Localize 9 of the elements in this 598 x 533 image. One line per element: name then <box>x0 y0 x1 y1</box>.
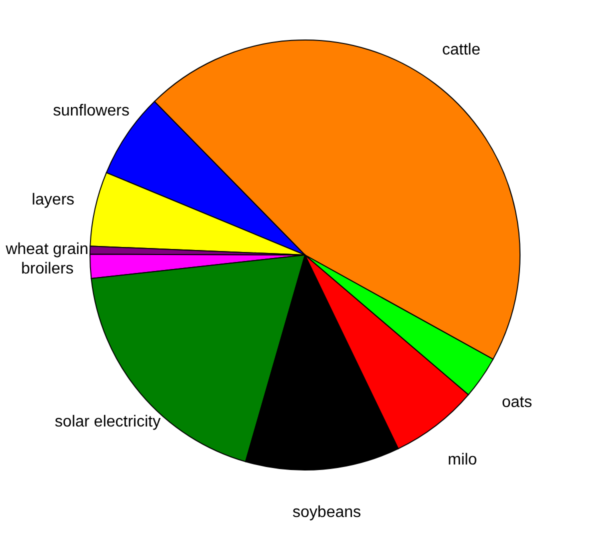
slice-label: layers <box>32 191 74 208</box>
slice-label: soybeans <box>292 504 362 522</box>
slice-label: wheat grain <box>4 241 88 258</box>
slice-label: milo <box>448 451 478 468</box>
slice-label: cattle <box>442 42 480 59</box>
slice-label: solar electricity <box>54 413 161 430</box>
slice-label: oats <box>502 394 532 412</box>
slice-label: sunflowers <box>52 102 130 120</box>
slice-label: broilers <box>21 260 74 278</box>
